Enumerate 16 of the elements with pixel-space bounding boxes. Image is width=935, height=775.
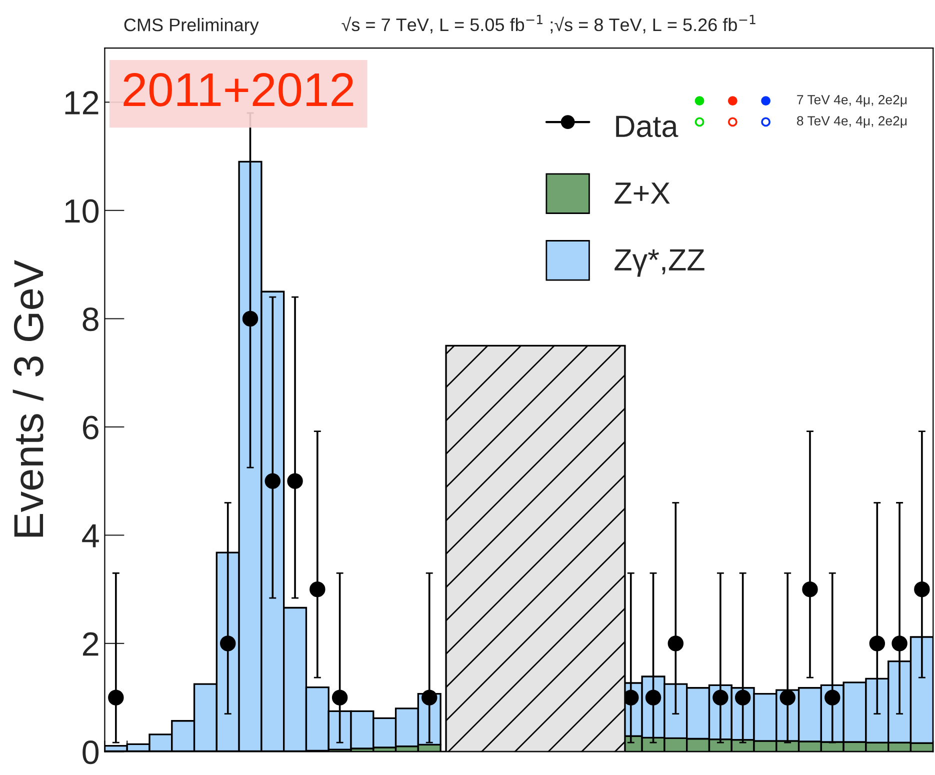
legend-label: Data [616,116,678,138]
y-axis-title: Events / 3 GeV [12,260,44,537]
annotation: 2011+2012 [124,73,354,106]
annotation: 8 TeV 4e, 4μ, 2e2μ [797,116,907,128]
y-tick-label: 10 [65,199,99,223]
annotation: 7 TeV 4e, 4μ, 2e2μ [797,95,907,107]
chart-title: CMS Preliminary [124,18,259,35]
chart-subtitle: √s = 7 TeV, L = 5.05 fb$^{−1}$ ;√s = 8 TeV, L = 5.26 fb$^{−1}$ [342,14,756,34]
y-tick-label: 0 [82,740,99,764]
y-tick-label: 6 [83,416,98,440]
y-tick-label: 12 [65,90,98,114]
y-tick-label: 8 [82,308,98,332]
y-tick-label: 2 [83,632,98,656]
y-tick-label: 4 [82,524,99,548]
legend-label: Z+X [614,182,670,204]
legend-label: Zγ*,ZZ [614,249,704,277]
